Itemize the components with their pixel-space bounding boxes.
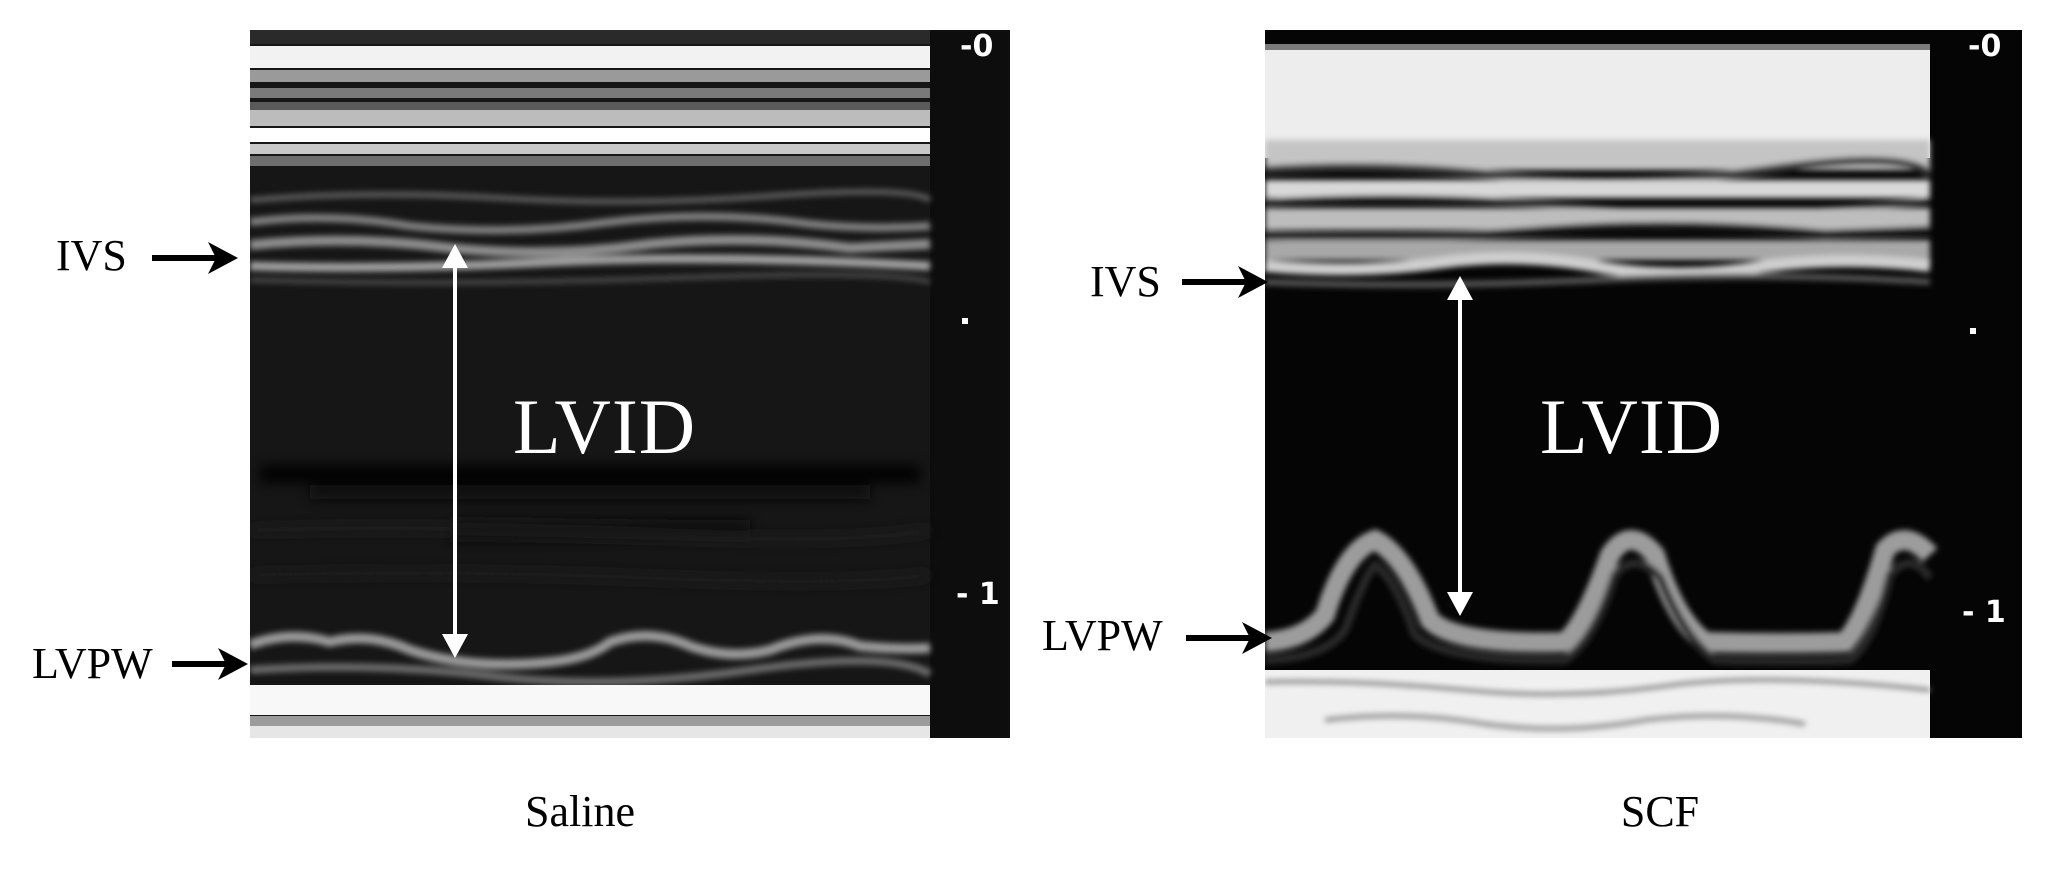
- scf-echo-image: [1265, 30, 2022, 738]
- saline-lvpw-arrow-icon: [172, 648, 248, 680]
- scf-scale-bottom-label: - 1: [1962, 595, 2006, 630]
- saline-caption: Saline: [525, 787, 635, 836]
- scf-scale-top-label: -0: [1968, 29, 2002, 64]
- scf-mmode-graphic: [1265, 30, 2022, 738]
- saline-scale-top-label: -0: [960, 29, 994, 64]
- saline-mmode-graphic: [250, 30, 1010, 738]
- saline-lvpw-label: LVPW: [32, 639, 153, 688]
- scf-ivs-arrow-icon: [1182, 266, 1268, 298]
- scf-scale-mid-dot: [1970, 328, 1976, 334]
- scf-lvid-arrow: [1447, 276, 1473, 616]
- saline-ivs-arrow-icon: [152, 242, 238, 274]
- saline-echo-image: [250, 30, 1010, 738]
- scf-caption: SCF: [1620, 787, 1700, 836]
- saline-ivs-label: IVS: [56, 231, 127, 280]
- saline-scale-bottom-label: - 1: [956, 577, 1000, 612]
- saline-lvid-arrow: [442, 244, 468, 658]
- scf-lvid-label: LVID: [1540, 383, 1724, 470]
- scf-lvpw-arrow-icon: [1186, 622, 1272, 654]
- scf-ivs-label: IVS: [1090, 257, 1161, 306]
- scf-lvpw-label: LVPW: [1042, 611, 1163, 660]
- saline-scale-mid-dot: [962, 318, 968, 324]
- saline-lvid-label: LVID: [513, 383, 697, 470]
